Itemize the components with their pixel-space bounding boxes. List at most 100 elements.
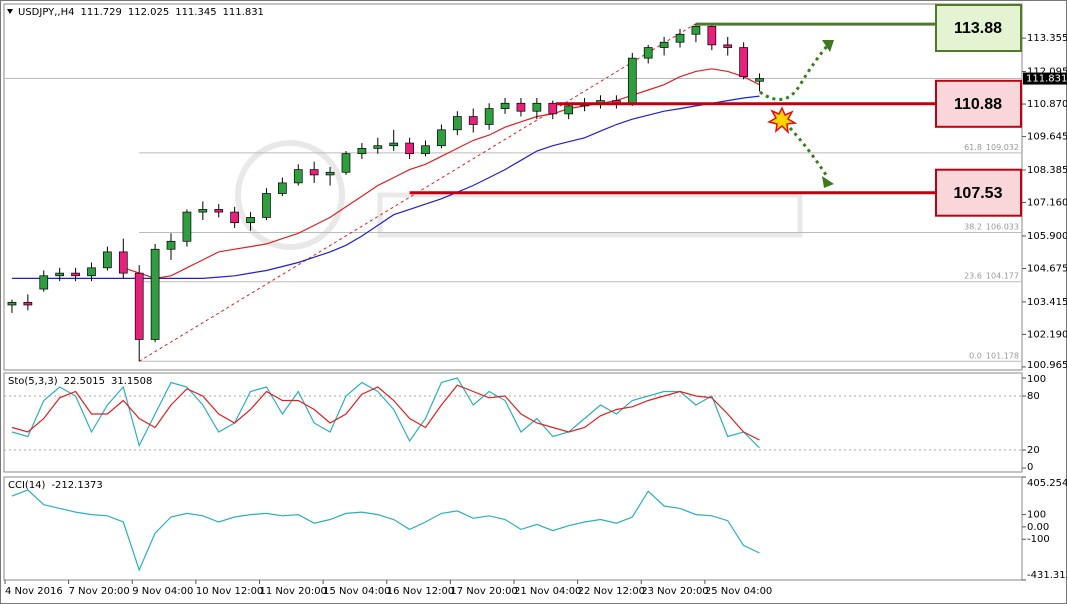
fib-ratio: 61.8	[964, 142, 982, 151]
y-tick-label: 20	[1027, 445, 1040, 456]
x-tick-label: 10 Nov 12:00	[196, 586, 263, 597]
y-tick-label: 105.900	[1027, 231, 1067, 242]
fib-label: 0.0 101.178	[969, 351, 1019, 360]
candle-body	[166, 240, 176, 250]
candle-body	[39, 275, 49, 290]
candle-body	[675, 33, 685, 43]
level-box	[935, 168, 1022, 217]
level-box	[935, 79, 1022, 128]
title-value: 22.5015	[64, 376, 105, 387]
candle-body	[309, 169, 319, 176]
fib-value: 104.177	[986, 271, 1019, 280]
arrow-head	[822, 40, 834, 52]
panel-title: CCI(14) -212.1373	[8, 480, 103, 491]
title-value: 112.025	[128, 7, 169, 18]
y-tick-label: 0.00	[1027, 522, 1049, 533]
candle-body	[278, 182, 287, 194]
y-tick-label: 103.415	[1027, 297, 1067, 308]
y-tick-label: 108.385	[1027, 165, 1067, 176]
indicator-line	[123, 68, 760, 280]
candle-body	[118, 251, 128, 274]
fib-ratio: 23.6	[964, 271, 982, 280]
y-tick-label: 104.675	[1027, 263, 1067, 274]
watermark	[235, 140, 803, 250]
candle-body	[532, 102, 542, 112]
candle-body	[182, 211, 192, 242]
candle-body	[405, 142, 414, 155]
level-label: 110.88	[954, 96, 1002, 113]
candle-body	[373, 145, 383, 149]
panel-title: USDJPY,,H4 111.729 112.025 111.345 111.831	[18, 7, 264, 18]
panel-frame	[3, 476, 1023, 581]
title-value: 111.345	[175, 7, 216, 18]
fib-value: 101.178	[986, 351, 1019, 360]
candle-body	[452, 116, 462, 131]
fib-value: 109.032	[986, 142, 1019, 151]
candle-body	[103, 251, 112, 269]
x-tick-label: 23 Nov 20:00	[641, 586, 708, 597]
y-tick-label: 100.965	[1027, 360, 1067, 371]
x-tick-label: 15 Nov 04:00	[323, 586, 390, 597]
candle-body	[55, 272, 65, 277]
fib-ratio: 0.0	[969, 351, 982, 360]
price-tag	[1023, 72, 1067, 85]
price-tag-label: 111.831	[1026, 74, 1067, 85]
candle-body	[723, 44, 733, 48]
candle-body	[134, 272, 144, 340]
candle-body	[484, 108, 494, 125]
candle-body	[643, 47, 653, 59]
candle-body	[357, 148, 367, 155]
candle-body	[198, 209, 208, 213]
y-tick-label: 0	[1027, 462, 1033, 473]
y-tick-label: -431.312	[1027, 570, 1067, 581]
title-value: -212.1373	[51, 480, 102, 491]
forecast-arrows	[759, 44, 830, 179]
level-label: 107.53	[954, 185, 1003, 202]
indicator-line	[11, 384, 760, 441]
arrow-head	[822, 176, 834, 188]
candle-body	[421, 145, 430, 155]
candle-body	[230, 211, 239, 224]
title-text: Sto(5,3,3)	[8, 376, 58, 387]
title-text: USDJPY,,H4	[18, 7, 74, 18]
y-tick-label: 100	[1027, 374, 1046, 385]
y-tick-label: 107.160	[1027, 198, 1067, 209]
y-tick-label: 405.2548	[1027, 478, 1067, 489]
level-label: 113.88	[954, 20, 1002, 37]
panel-frame	[3, 372, 1023, 473]
candle-body	[627, 57, 637, 104]
candle-body	[71, 272, 80, 277]
title-value: 111.831	[223, 7, 264, 18]
candle-body	[150, 248, 160, 340]
candle-body	[548, 102, 558, 115]
candle-body	[246, 217, 255, 224]
x-tick-label: 22 Nov 12:00	[578, 586, 645, 597]
candle-body	[564, 105, 574, 115]
fib-label: 23.6 104.177	[964, 271, 1019, 280]
level-box	[935, 4, 1022, 52]
title-text: CCI(14)	[8, 480, 46, 491]
title-value: 111.729	[80, 7, 121, 18]
y-tick-label: 102.190	[1027, 329, 1067, 340]
fib-label: 38.2 106.033	[964, 222, 1019, 231]
candle-body	[325, 171, 335, 176]
candle-body	[214, 209, 224, 213]
fib-value: 106.033	[986, 222, 1019, 231]
fib-label: 61.8 109.032	[964, 142, 1019, 151]
candle-body	[707, 25, 717, 46]
y-tick-label: 112.095	[1027, 67, 1067, 78]
candle-body	[739, 47, 748, 78]
y-tick-label: 100	[1027, 510, 1046, 521]
title-marker	[7, 9, 13, 14]
candle-body	[293, 169, 303, 184]
x-tick-label: 4 Nov 2016	[5, 586, 63, 597]
candle-body	[437, 129, 446, 147]
explosion-icon	[767, 106, 798, 135]
candle-body	[755, 78, 764, 82]
indicator-line	[11, 377, 760, 449]
y-tick-label: -100	[1027, 534, 1050, 545]
candle-body	[659, 41, 669, 48]
candle-body	[389, 142, 399, 147]
y-tick-label: 80	[1027, 391, 1040, 402]
